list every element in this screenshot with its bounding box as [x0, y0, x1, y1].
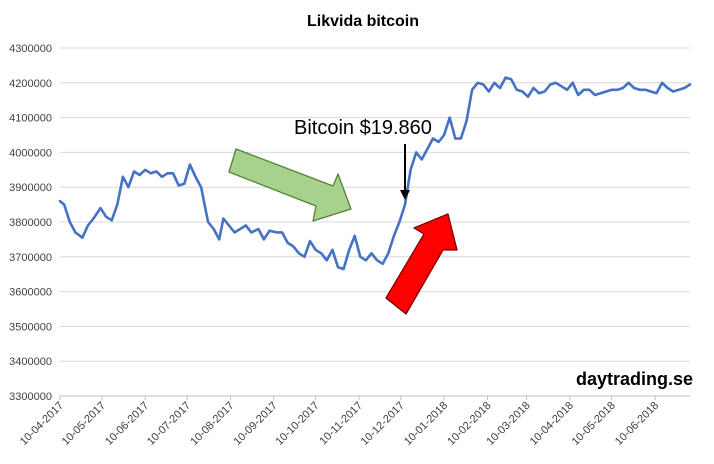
annotation-arrow-head	[400, 190, 410, 200]
x-tick-label: 10-11-2017	[317, 400, 365, 448]
gridlines	[60, 47, 690, 397]
x-tick-label: 10-10-2017	[273, 400, 321, 448]
y-tick-label: 3400000	[9, 356, 52, 368]
green-arrow	[228, 148, 352, 222]
x-tick-label: 10-07-2017	[145, 400, 193, 448]
y-tick-label: 3800000	[9, 217, 52, 229]
x-tick-label: 10-05-2017	[60, 400, 108, 448]
y-axis: 3300000 3400000 3500000 3600000 3700000 38000…	[9, 43, 52, 403]
x-tick-label: 10-08-2017	[188, 400, 236, 448]
x-tick-label: 10-01-2018	[402, 400, 450, 448]
y-tick-label: 3900000	[9, 182, 52, 194]
series-line	[58, 76, 692, 271]
x-axis: 10-04-201710-05-201710-06-201710-07-2017…	[18, 396, 661, 448]
y-tick-label: 4000000	[9, 147, 52, 159]
y-tick-label: 3600000	[9, 287, 52, 299]
y-tick-label: 3700000	[9, 252, 52, 264]
y-tick-label: 3500000	[9, 321, 52, 333]
annotation-label: Bitcoin $19.860	[294, 117, 432, 139]
x-tick-label: 10-05-2018	[570, 400, 618, 448]
x-tick-label: 10-06-2018	[613, 400, 661, 448]
x-tick-label: 10-12-2017	[359, 400, 407, 448]
x-tick-label: 10-09-2017	[232, 400, 280, 448]
x-tick-label: 10-04-2018	[528, 400, 576, 448]
y-tick-label: 4200000	[9, 78, 52, 90]
red-arrow	[385, 213, 458, 315]
chart-title: Likvida bitcoin	[307, 13, 419, 30]
y-tick-label: 4100000	[9, 113, 52, 125]
x-tick-label: 10-04-2017	[18, 400, 66, 448]
y-tick-label: 4300000	[9, 43, 52, 55]
x-tick-label: 10-06-2017	[103, 400, 151, 448]
y-tick-label: 3300000	[9, 391, 52, 403]
watermark: daytrading.se	[576, 369, 693, 389]
